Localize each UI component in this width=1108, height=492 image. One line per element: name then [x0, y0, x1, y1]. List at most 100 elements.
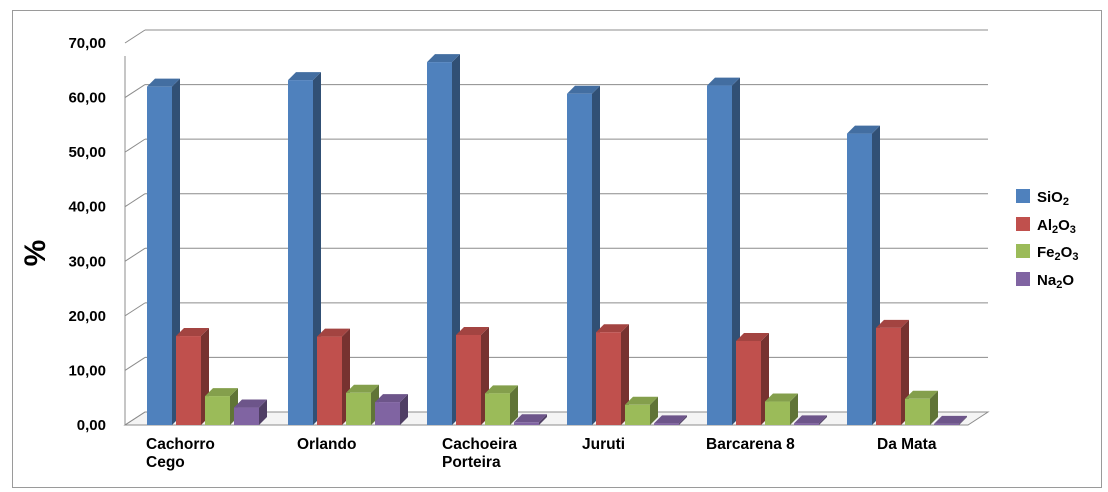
bar-top [205, 388, 238, 397]
legend-label: Fe2O3 [1037, 244, 1078, 263]
bar-front [654, 423, 679, 425]
bar-Fe2O3-4 [765, 393, 798, 425]
bar-top [176, 328, 209, 337]
bar-Al2O3-5 [876, 319, 909, 425]
bar-top [934, 415, 967, 424]
legend-swatch [1016, 217, 1030, 231]
legend-swatch [1016, 189, 1030, 203]
bar-side [790, 393, 798, 425]
bar-side [400, 394, 408, 425]
legend-label: Al2O3 [1037, 217, 1076, 236]
bar-top [905, 390, 938, 399]
category-label: Orlando [297, 436, 356, 453]
bars [147, 54, 967, 426]
bar-side [650, 396, 658, 425]
bar-front [934, 423, 959, 425]
y-tick-label: 0,00 [77, 417, 106, 434]
bar-Fe2O3-1 [346, 384, 379, 425]
y-tick-label: 60,00 [68, 90, 106, 107]
bar-top [794, 415, 827, 424]
bar-side [819, 415, 827, 425]
bar-top [234, 399, 267, 408]
legend-item-Fe2O3: Fe2O3 [1016, 244, 1078, 263]
category-label: Cachorro Cego [146, 436, 215, 471]
bar-Al2O3-3 [596, 324, 629, 425]
y-tick-label: 30,00 [68, 253, 106, 270]
bar-side [679, 415, 687, 425]
category-label: Juruti [582, 436, 625, 453]
bar-top [514, 414, 547, 423]
gridline-side [124, 138, 146, 153]
bar-front [736, 340, 761, 425]
floor-edge [124, 411, 146, 426]
bar-Al2O3-0 [176, 328, 209, 425]
category-labels: Cachorro Cego Orlando Cachoeira Porteira Juru… [146, 436, 937, 471]
bar-top [317, 328, 350, 337]
bar-front [596, 332, 621, 425]
bar-side [510, 385, 518, 425]
bar-front [346, 392, 371, 425]
legend-swatch [1016, 244, 1030, 258]
category-label: Da Mata [877, 436, 937, 453]
bar-top [625, 396, 658, 405]
bar-front [905, 398, 930, 425]
bar-top [765, 393, 798, 402]
bar-SiO2-2 [427, 54, 460, 425]
bar-Al2O3-2 [456, 326, 489, 425]
bar-Fe2O3-5 [905, 390, 938, 425]
bar-Fe2O3-3 [625, 396, 658, 425]
bar-front [375, 402, 400, 425]
bar-Na2O-1 [375, 394, 408, 425]
bar-side [930, 390, 938, 425]
bar-top [375, 394, 408, 403]
y-tick-label: 70,00 [68, 35, 106, 52]
legend-item-Al2O3: Al2O3 [1016, 217, 1076, 236]
bar-front [456, 334, 481, 425]
legend-label: Na2O [1037, 272, 1074, 291]
bar-top [707, 77, 740, 86]
gridline-side [124, 84, 146, 98]
bar-top [427, 54, 460, 63]
bar-top [346, 384, 379, 393]
bar-Al2O3-1 [317, 328, 350, 425]
bar-top [147, 78, 180, 87]
bar-top [485, 385, 518, 394]
y-tick-label: 10,00 [68, 362, 106, 379]
bar-front [876, 327, 901, 425]
bar-side [259, 399, 267, 425]
gridline-side [124, 247, 146, 262]
bar-side [452, 54, 460, 425]
bar-front [625, 404, 650, 425]
bar-SiO2-4 [707, 77, 740, 426]
bar-front [514, 422, 539, 425]
bar-top [456, 326, 489, 335]
y-tick-label: 50,00 [68, 144, 106, 161]
bar-front [707, 85, 732, 426]
gridline-side [124, 357, 146, 371]
bar-Na2O-2 [514, 414, 547, 425]
legend: SiO2 Al2O3 Fe2O3 Na2O [1016, 189, 1078, 291]
bar-front [205, 396, 230, 425]
bar-front [176, 336, 201, 425]
bar-top [847, 125, 880, 134]
bar-Fe2O3-0 [205, 388, 238, 425]
gridline-side [124, 29, 146, 44]
y-tick-label: 40,00 [68, 199, 106, 216]
category-label: Cachoeira Porteira [442, 436, 517, 471]
bar-top [596, 324, 629, 333]
bar-SiO2-0 [147, 78, 180, 426]
bar-Al2O3-4 [736, 332, 769, 425]
gridline-side [124, 193, 146, 208]
gridline-side [124, 302, 146, 317]
bar-front [794, 423, 819, 425]
bar-Na2O-3 [654, 415, 687, 425]
bar-SiO2-5 [847, 125, 880, 426]
bar-front [427, 62, 452, 425]
bar-front [317, 336, 342, 425]
y-axis-label: % [19, 240, 52, 267]
bar-side [732, 77, 740, 426]
bar-top [567, 85, 600, 94]
bar-top [736, 332, 769, 341]
y-tick-label: 20,00 [68, 308, 106, 325]
